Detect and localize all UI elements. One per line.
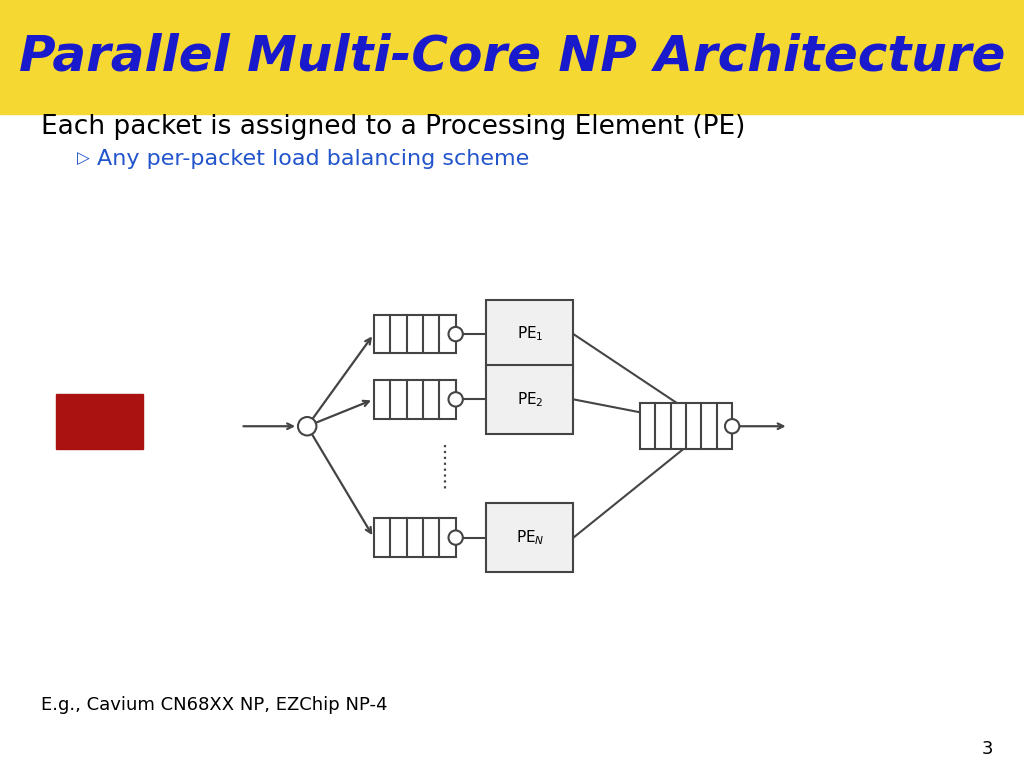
Bar: [640, 403, 732, 449]
Ellipse shape: [449, 531, 463, 545]
Ellipse shape: [449, 392, 463, 406]
Text: PE$_2$: PE$_2$: [516, 390, 544, 409]
Bar: [374, 315, 456, 353]
Bar: [374, 518, 456, 557]
Ellipse shape: [298, 417, 316, 435]
Text: PE$_N$: PE$_N$: [516, 528, 544, 547]
Bar: [374, 380, 456, 419]
Text: Any per-packet load balancing scheme: Any per-packet load balancing scheme: [97, 149, 529, 169]
Text: 3: 3: [982, 740, 993, 758]
Ellipse shape: [449, 327, 463, 341]
Text: Each packet is assigned to a Processing Element (PE): Each packet is assigned to a Processing …: [41, 114, 745, 140]
Text: ▷: ▷: [77, 150, 89, 168]
Bar: [56, 394, 143, 449]
Bar: [0, 0, 1024, 114]
Ellipse shape: [725, 419, 739, 433]
Text: E.g., Cavium CN68XX NP, EZChip NP-4: E.g., Cavium CN68XX NP, EZChip NP-4: [41, 696, 387, 714]
Text: PE$_1$: PE$_1$: [516, 325, 544, 343]
Bar: [486, 503, 573, 572]
Text: Parallel Multi-Core NP Architecture: Parallel Multi-Core NP Architecture: [18, 33, 1006, 81]
Bar: [486, 300, 573, 369]
Bar: [486, 365, 573, 434]
